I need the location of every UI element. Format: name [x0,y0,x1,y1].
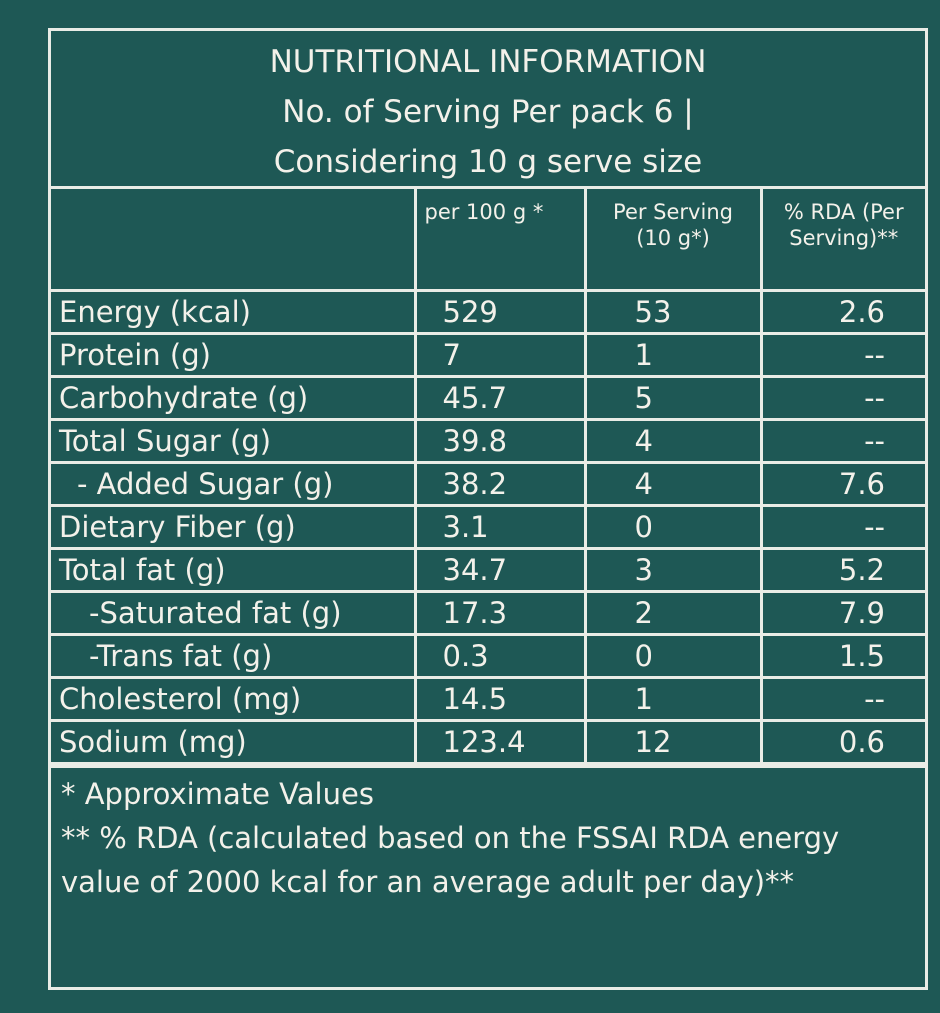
value-cell: -- [759,375,925,421]
row: Protein (g) 7 1 -- [51,332,925,378]
header: NUTRITIONAL INFORMATION No. of Serving P… [51,31,925,189]
nutrient-label: Sodium (mg) [51,719,417,765]
servings: No. of Serving Per pack 6 | [282,94,694,130]
nutrient-label: Total fat (g) [51,547,417,593]
value-cell: 53 [583,289,763,335]
nutrition-panel: NUTRITIONAL INFORMATION No. of Serving P… [48,28,928,990]
value-cell: 529 [413,289,587,335]
value-cell: 1 [583,332,763,378]
value-cell: 39.8 [413,418,587,464]
nutrient-label: Dietary Fiber (g) [51,504,417,550]
value-cell: 14.5 [413,676,587,722]
nutrient-label: -Saturated fat (g) [51,590,417,636]
value-cell: 45.7 [413,375,587,421]
row: Total fat (g) 34.7 3 5.2 [51,547,925,593]
nutrient-label: - Added Sugar (g) [51,461,417,507]
nutrient-label: Total Sugar (g) [51,418,417,464]
value-cell: 3.1 [413,504,587,550]
value-cell: 4 [583,461,763,507]
value-cell: -- [759,332,925,378]
value-cell: -- [759,504,925,550]
value-cell: 123.4 [413,719,587,765]
row: Dietary Fiber (g) 3.1 0 -- [51,504,925,550]
row: -Saturated fat (g) 17.3 2 7.9 [51,590,925,636]
row: -Trans fat (g) 0.3 0 1.5 [51,633,925,679]
value-cell: 3 [583,547,763,593]
nutrition-table: per 100 g * Per Serving (10 g*)% RDA (Per… [51,189,925,765]
value-cell: 7.6 [759,461,925,507]
blank-header [51,189,417,292]
value-cell: 0 [583,633,763,679]
value-cell: 1.5 [759,633,925,679]
value-cell: 4 [583,418,763,464]
column-header: % RDA (Per Serving)** [759,189,925,292]
row: Carbohydrate (g) 45.7 5 -- [51,375,925,421]
nutrient-label: Carbohydrate (g) [51,375,417,421]
nutrient-label: -Trans fat (g) [51,633,417,679]
value-cell: 1 [583,676,763,722]
value-cell: 34.7 [413,547,587,593]
column-header: Per Serving (10 g*) [583,189,763,292]
row: Energy (kcal) 529 53 2.6 [51,289,925,335]
table-body: per 100 g * Per Serving (10 g*)% RDA (Per… [51,189,925,765]
value-cell: 7 [413,332,587,378]
column-header: per 100 g * [413,189,587,292]
row: Cholesterol (mg) 14.5 1 -- [51,676,925,722]
value-cell: 5.2 [759,547,925,593]
row: - Added Sugar (g) 38.2 4 7.6 [51,461,925,507]
value-cell: 0.6 [759,719,925,765]
row: Sodium (mg) 123.4 12 0.6 [51,719,925,765]
header-row: per 100 g * Per Serving (10 g*)% RDA (Per… [51,189,925,292]
nutrient-label: Protein (g) [51,332,417,378]
value-cell: 12 [583,719,763,765]
serve-size: Considering 10 g serve size [273,144,703,180]
nutrient-label: Cholesterol (mg) [51,676,417,722]
value-cell: 2 [583,590,763,636]
value-cell: 0 [583,504,763,550]
row: Total Sugar (g) 39.8 4 -- [51,418,925,464]
value-cell: 5 [583,375,763,421]
value-cell: 2.6 [759,289,925,335]
value-cell: 7.9 [759,590,925,636]
footnote: * Approximate Values [61,777,374,811]
title: NUTRITIONAL INFORMATION [269,44,707,80]
footnotes: * Approximate Values ** % RDA (calculated… [51,765,925,908]
footnote: ** % RDA (calculated based on the FSSAI … [61,821,840,899]
nutrient-label: Energy (kcal) [51,289,417,335]
value-cell: 17.3 [413,590,587,636]
value-cell: -- [759,676,925,722]
value-cell: 0.3 [413,633,587,679]
value-cell: 38.2 [413,461,587,507]
value-cell: -- [759,418,925,464]
